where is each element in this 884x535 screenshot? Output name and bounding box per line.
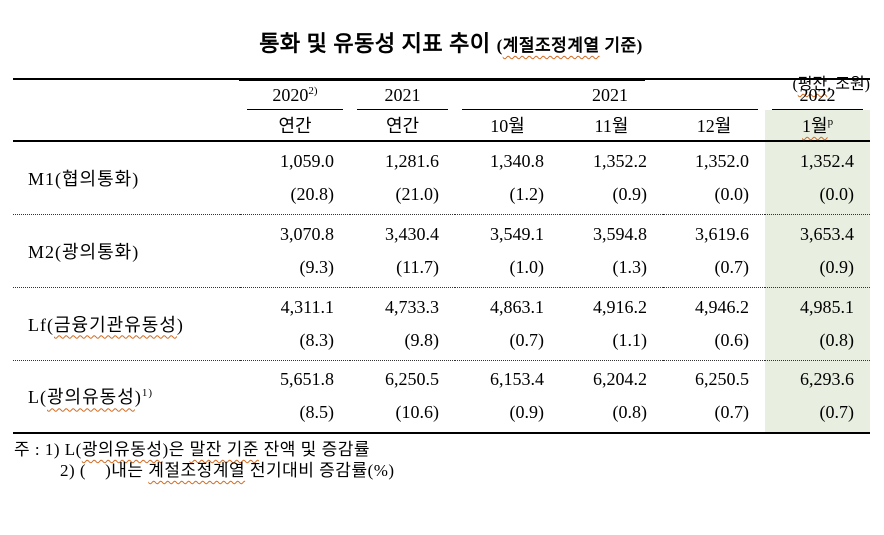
year-label: 2020: [272, 85, 309, 105]
period-header-2021-annual: 연간: [350, 110, 455, 142]
corner-cell: [13, 110, 240, 142]
table-row-l: L(광의유동성)1) 5,651.8 (8.5) 6,250.5 (10.6) 6,…: [13, 360, 871, 433]
value-cell-highlighted: 6,293.6 (0.7): [765, 360, 871, 433]
year-label: 2022: [799, 85, 836, 105]
value-cell: 6,250.5 (10.6): [385, 369, 439, 423]
value-cell: 6,153.4 (0.9): [490, 369, 544, 423]
page-title: 통화 및 유동성 지표 추이 (계절조정계열 기준): [0, 8, 884, 81]
table-row-m1: M1(협의통화) 1,059.0 (20.8) 1,281.6 (21.0) 1,3…: [13, 141, 871, 214]
value-cell: 4,733.3 (9.8): [385, 296, 439, 350]
row-label-l: L(광의유동성)1): [28, 387, 153, 408]
period-label: 11월: [594, 116, 629, 136]
row-label-m1: M1(협의통화): [28, 168, 140, 189]
period-header-dec: 12월: [663, 110, 766, 142]
value-cell: 3,594.8 (1.3): [593, 223, 647, 277]
unit-note-squiggle: 평잔: [797, 76, 828, 93]
value-cell: 4,311.1 (8.3): [280, 296, 334, 350]
period-header-oct: 10월: [455, 110, 560, 142]
year-header-row: 20202) 2021 2021 2022: [13, 78, 871, 110]
year-header-2021-annual: 2021: [350, 78, 455, 110]
title-main-text: 통화 및 유동성 지표 추이: [259, 31, 497, 56]
value-cell: 1,340.8 (1.2): [490, 150, 544, 204]
year-header-2020: 20202): [240, 78, 350, 110]
row-label-lf: Lf(금융기관유동성): [28, 314, 184, 335]
period-label: 10월: [490, 116, 525, 136]
period-label: 1월: [802, 116, 828, 136]
value-cell: 6,250.5 (0.7): [695, 369, 750, 423]
unit-note-rest: , 조원): [827, 76, 870, 93]
value-cell: 5,651.8 (8.5): [280, 369, 334, 423]
title-sub-rest: 기준): [599, 36, 643, 55]
period-header-row: 연간 연간 10월 11월 12월 1월p: [13, 110, 871, 142]
value-cell: 4,916.2 (1.1): [593, 296, 647, 350]
value-cell: 4,863.1 (0.7): [490, 296, 544, 350]
period-header-nov: 11월: [560, 110, 663, 142]
value-cell: 3,619.6 (0.7): [695, 223, 750, 277]
unit-note: (평잔, 조원): [0, 52, 870, 93]
period-label: 연간: [385, 116, 420, 136]
table-row-m2: M2(광의통화) 3,070.8 (9.3) 3,430.4 (11.7) 3,54…: [13, 214, 871, 287]
period-label: 연간: [278, 116, 312, 136]
value-cell: 1,352.0 (0.0): [695, 150, 750, 204]
row-label-m2: M2(광의통화): [28, 241, 140, 262]
value-cell: 3,070.8 (9.3): [280, 223, 334, 277]
value-cell: 1,281.6 (21.0): [385, 150, 439, 204]
title-sub-squiggle: 계절조정계열: [502, 36, 600, 55]
preliminary-superscript: p: [827, 116, 834, 128]
footnote-1: 주 : 1) L(광의유동성)은 말잔 기준 잔액 및 증감률: [14, 440, 370, 459]
year-header-2022: 2022: [765, 78, 871, 110]
value-cell: 1,352.2 (0.9): [593, 150, 647, 204]
period-label: 12월: [696, 116, 732, 136]
value-cell-highlighted: 3,653.4 (0.9): [765, 214, 871, 287]
value-cell-highlighted: 1,352.4 (0.0): [765, 141, 871, 214]
year-header-2021-monthly: 2021: [455, 78, 766, 110]
footnotes: 주 : 1) L(광의유동성)은 말잔 기준 잔액 및 증감률 2) ( )내는…: [14, 439, 884, 481]
value-cell: 3,430.4 (11.7): [385, 223, 439, 277]
footnote-ref-superscript: 1): [141, 387, 153, 400]
year-label: 2021: [384, 85, 421, 105]
table-row-lf: Lf(금융기관유동성) 4,311.1 (8.3) 4,733.3 (9.8) 4,…: [13, 287, 871, 360]
year-label: 2021: [592, 85, 629, 105]
corner-cell: [13, 78, 240, 110]
year-superscript: 2): [308, 85, 318, 97]
value-cell-highlighted: 4,985.1 (0.8): [765, 287, 871, 360]
value-cell: 3,549.1 (1.0): [490, 223, 544, 277]
period-header-2020-annual: 연간: [240, 110, 350, 142]
footnote-2: 2) ( )내는 계절조정계열 전기대비 증감률(%): [60, 461, 395, 480]
title-sub-open: (: [496, 36, 503, 55]
value-cell: 1,059.0 (20.8): [280, 150, 334, 204]
indicator-table: 20202) 2021 2021 2022 연간 연간 10월 11월 12월 …: [13, 78, 871, 434]
value-cell: 4,946.2 (0.6): [695, 296, 750, 350]
value-cell: 6,204.2 (0.8): [593, 369, 647, 423]
period-header-jan-preliminary: 1월p: [765, 110, 871, 142]
unit-note-open: (: [792, 76, 798, 93]
